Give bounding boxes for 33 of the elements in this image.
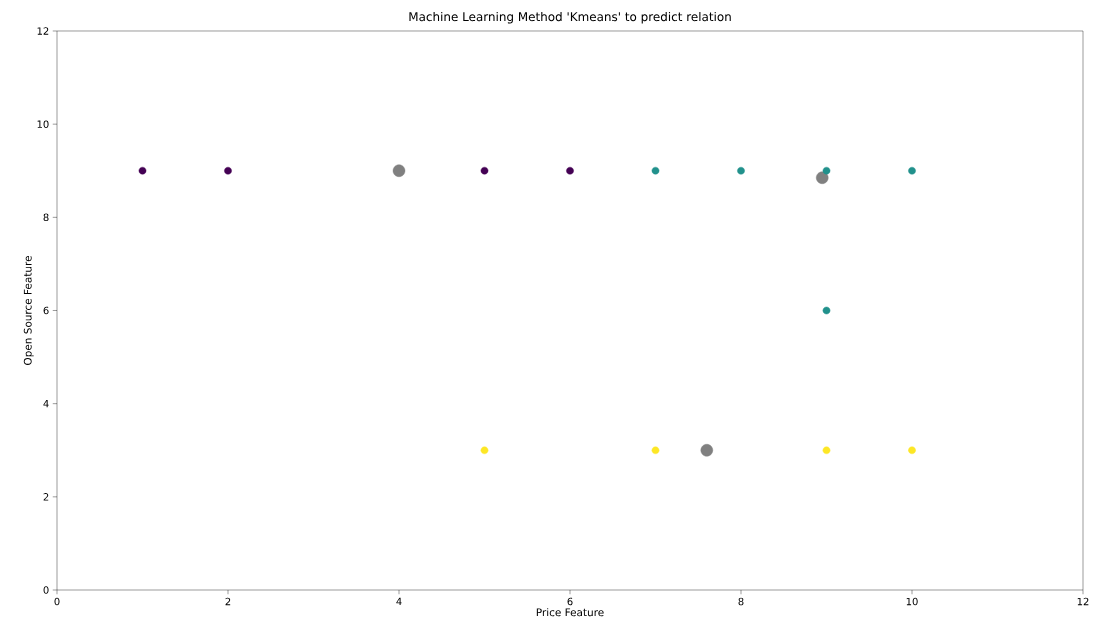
point — [224, 166, 232, 175]
y-tick-label: 12 — [37, 27, 49, 35]
point — [822, 306, 831, 315]
point — [908, 166, 916, 175]
y-tick-label: 4 — [43, 400, 49, 408]
point — [392, 164, 406, 177]
point — [700, 444, 713, 457]
point — [651, 166, 660, 175]
x-tick-label: 2 — [225, 597, 231, 606]
point — [822, 166, 831, 175]
point — [138, 166, 147, 175]
point — [822, 446, 831, 455]
y-tick-label: 6 — [43, 306, 49, 315]
x-axis-title: Price Feature — [536, 608, 604, 617]
point — [480, 446, 489, 455]
point — [816, 171, 829, 184]
y-tick-label: 2 — [43, 493, 49, 501]
point — [908, 446, 916, 455]
point — [566, 166, 574, 175]
point — [651, 446, 660, 455]
chart-title: Machine Learning Method 'Kmeans' to predict relation — [409, 11, 731, 24]
x-tick-label: 4 — [396, 597, 402, 606]
x-tick-label: 8 — [738, 597, 744, 606]
y-tick-label: 8 — [43, 213, 49, 222]
x-tick-label: 12 — [1077, 597, 1089, 606]
y-axis-title: Open Source Feature — [23, 256, 34, 365]
x-tick-label: 0 — [54, 597, 60, 606]
y-tick-label: 10 — [37, 120, 49, 128]
x-tick-label: 6 — [567, 597, 573, 606]
x-tick-label: 10 — [906, 597, 918, 606]
point — [480, 166, 489, 175]
y-tick-label: 0 — [43, 586, 49, 594]
point — [737, 166, 745, 175]
